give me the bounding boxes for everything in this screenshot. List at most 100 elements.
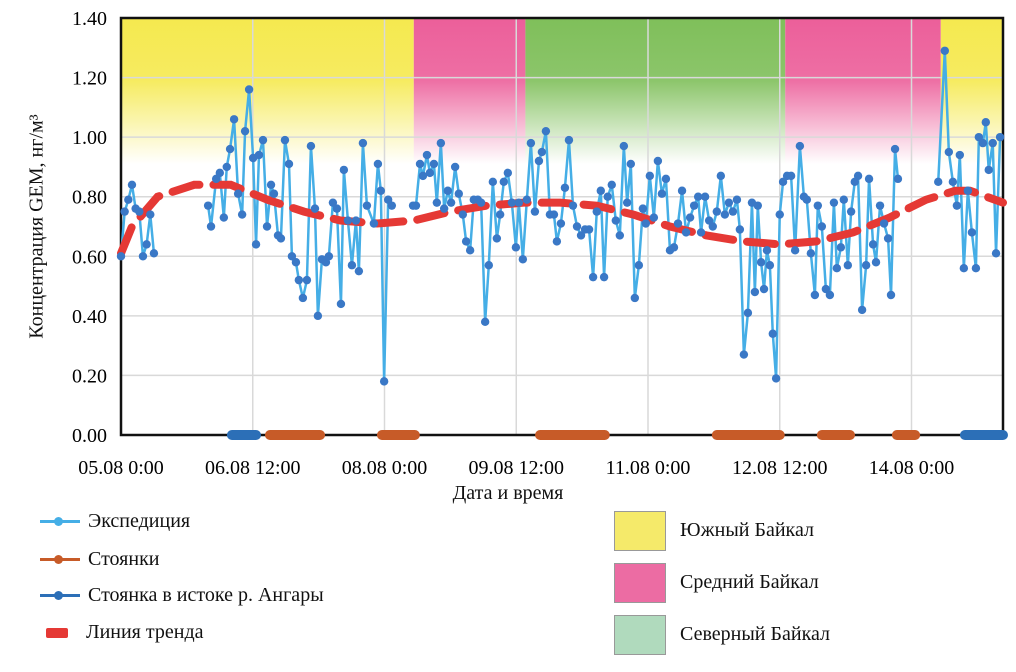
expedition-point: [262, 222, 272, 231]
expedition-point: [135, 207, 144, 216]
expedition-point: [503, 168, 513, 178]
y-tick-label: 0.80: [72, 187, 107, 209]
expedition-point: [588, 272, 598, 282]
expedition-point: [526, 138, 536, 148]
expedition-point: [560, 183, 570, 192]
expedition-point: [124, 195, 133, 204]
expedition-point: [537, 147, 547, 157]
expedition-point: [836, 243, 846, 252]
expedition-point: [576, 231, 586, 240]
expedition-point: [495, 210, 505, 219]
expedition-point: [284, 159, 294, 169]
expedition-point: [206, 222, 216, 231]
expedition-point: [450, 162, 460, 172]
legend-trend-swatch-icon: [46, 627, 68, 638]
expedition-point: [626, 159, 636, 169]
region-band: [525, 18, 786, 435]
legend-label: Стоянки: [88, 548, 160, 570]
x-axis-label: Дата и время: [452, 482, 564, 504]
expedition-point: [511, 243, 521, 252]
expedition-point: [142, 240, 151, 249]
expedition-point: [373, 159, 383, 169]
expedition-point: [886, 290, 896, 300]
expedition-point: [685, 213, 695, 222]
expedition-point: [149, 249, 159, 258]
expedition-point: [313, 311, 323, 321]
expedition-point: [716, 171, 726, 181]
expedition-point: [615, 231, 625, 240]
expedition-point: [795, 141, 805, 151]
expedition-point: [237, 210, 247, 219]
y-tick-label: 0.20: [72, 365, 107, 387]
expedition-point: [765, 261, 775, 270]
expedition-point: [825, 290, 835, 300]
expedition-point: [541, 126, 551, 136]
expedition-point: [354, 266, 364, 276]
expedition-point: [549, 210, 559, 219]
expedition-point: [254, 150, 264, 160]
y-axis-label: Концентрация GEM, нг/м³: [25, 114, 48, 339]
expedition-point: [203, 201, 213, 210]
expedition-point: [861, 261, 871, 270]
expedition-point: [839, 195, 849, 204]
expedition-point: [893, 174, 903, 184]
expedition-point: [302, 275, 312, 285]
legend-stops: Стоянки: [40, 548, 160, 571]
expedition-point: [868, 240, 878, 249]
expedition-point: [732, 195, 742, 204]
expedition-point: [974, 132, 984, 142]
expedition-point: [948, 177, 958, 187]
expedition-point: [568, 201, 578, 210]
expedition-point: [677, 186, 687, 195]
expedition-point: [454, 189, 463, 198]
y-tick-label: 1.20: [72, 68, 107, 90]
expedition-point: [432, 198, 442, 207]
expedition-point: [458, 210, 468, 219]
expedition-point: [258, 135, 268, 145]
expedition-point: [484, 261, 494, 270]
expedition-point: [425, 168, 435, 178]
expedition-point: [387, 201, 397, 210]
expedition-point: [988, 138, 997, 148]
expedition-point: [981, 118, 990, 127]
expedition-point: [276, 234, 286, 243]
expedition-point: [266, 180, 276, 189]
expedition-point: [518, 255, 528, 264]
expedition-point: [864, 174, 874, 184]
legend-line-marker-icon: [40, 555, 80, 564]
expedition-point: [436, 138, 446, 148]
expedition-point: [853, 171, 863, 181]
expedition-point: [724, 198, 734, 207]
x-tick-label: 09.08 12:00: [468, 457, 564, 479]
expedition-point: [343, 216, 353, 225]
y-tick-label: 1.00: [72, 127, 107, 149]
expedition-point: [813, 201, 823, 210]
expedition-point: [720, 210, 730, 219]
expedition-point: [411, 201, 421, 210]
expedition-point: [222, 162, 231, 172]
expedition-point: [768, 329, 778, 338]
expedition-point: [476, 198, 486, 207]
expedition-point: [347, 261, 357, 270]
expedition-point: [599, 272, 609, 282]
expedition-point: [657, 189, 667, 198]
legend-expedition: Экспедиция: [40, 510, 190, 533]
expedition-point: [339, 165, 349, 175]
expedition-point: [362, 201, 372, 210]
expedition-point: [138, 252, 148, 261]
expedition-point: [952, 201, 962, 210]
expedition-point: [269, 189, 279, 198]
expedition-point: [681, 228, 691, 237]
expedition-point: [446, 198, 456, 207]
expedition-point: [146, 210, 155, 219]
expedition-point: [641, 219, 651, 228]
expedition-point: [225, 144, 235, 154]
expedition-point: [673, 219, 683, 228]
expedition-point: [592, 207, 601, 216]
expedition-point: [991, 249, 1001, 258]
y-tick-label: 1.40: [72, 8, 107, 30]
expedition-point: [759, 284, 769, 294]
expedition-point: [530, 207, 540, 216]
x-tick-label: 12.08 12:00: [732, 457, 828, 479]
x-tick-label: 14.08 0:00: [869, 457, 955, 479]
